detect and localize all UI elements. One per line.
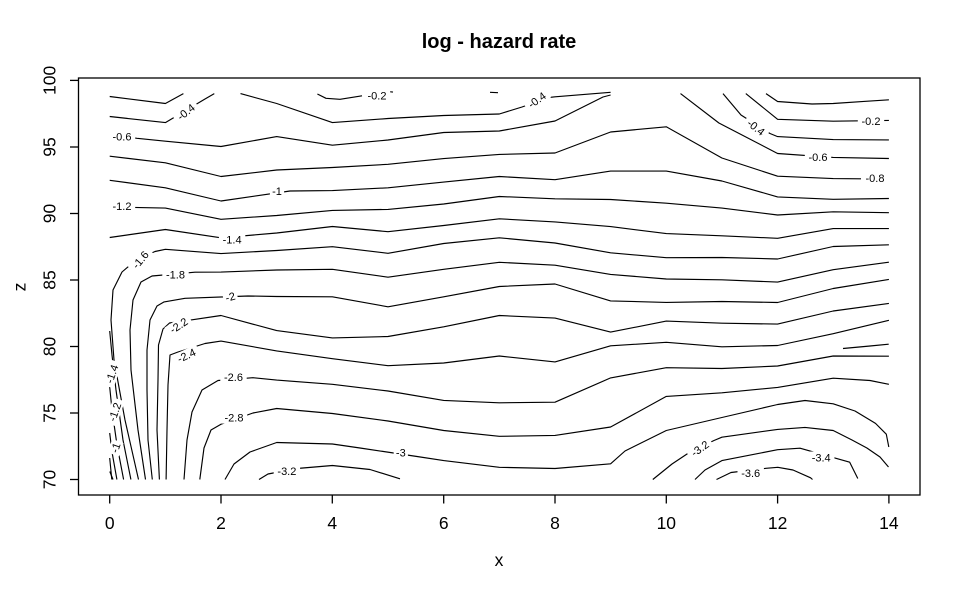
svg-text:-3: -3 (396, 447, 406, 459)
svg-text:-3.6: -3.6 (741, 468, 760, 480)
svg-text:-0.2: -0.2 (368, 90, 387, 102)
svg-text:-1.4: -1.4 (104, 363, 122, 385)
svg-text:-0.2: -0.2 (862, 116, 881, 128)
svg-text:75: 75 (40, 403, 60, 422)
svg-text:8: 8 (550, 513, 560, 533)
svg-text:12: 12 (768, 513, 787, 533)
svg-text:10: 10 (657, 513, 677, 533)
svg-text:-1.8: -1.8 (166, 269, 185, 281)
svg-text:-1.2: -1.2 (113, 201, 132, 213)
svg-text:90: 90 (40, 204, 60, 224)
svg-text:-2.8: -2.8 (225, 412, 244, 424)
svg-text:-2: -2 (224, 291, 237, 305)
svg-text:x: x (495, 550, 504, 570)
svg-text:-3.4: -3.4 (812, 452, 831, 464)
svg-text:z: z (10, 283, 30, 292)
svg-text:95: 95 (40, 137, 60, 156)
svg-text:-0.8: -0.8 (866, 173, 885, 185)
svg-text:2: 2 (216, 513, 226, 533)
svg-text:70: 70 (40, 470, 60, 490)
svg-text:100: 100 (40, 66, 60, 95)
svg-text:-3.2: -3.2 (277, 466, 296, 478)
svg-text:-1.4: -1.4 (223, 235, 242, 247)
svg-text:-2.6: -2.6 (224, 372, 243, 384)
svg-text:-1.2: -1.2 (107, 401, 125, 423)
svg-text:0: 0 (105, 513, 115, 533)
svg-text:log - hazard rate: log - hazard rate (422, 31, 576, 53)
svg-text:-0.6: -0.6 (113, 131, 132, 143)
svg-text:-1: -1 (109, 441, 124, 454)
svg-text:14: 14 (879, 513, 899, 533)
svg-text:-1: -1 (272, 186, 282, 198)
svg-text:80: 80 (40, 337, 60, 357)
svg-text:6: 6 (439, 513, 449, 533)
svg-text:-0.6: -0.6 (809, 152, 828, 164)
svg-text:85: 85 (40, 270, 60, 289)
svg-text:4: 4 (327, 513, 337, 533)
